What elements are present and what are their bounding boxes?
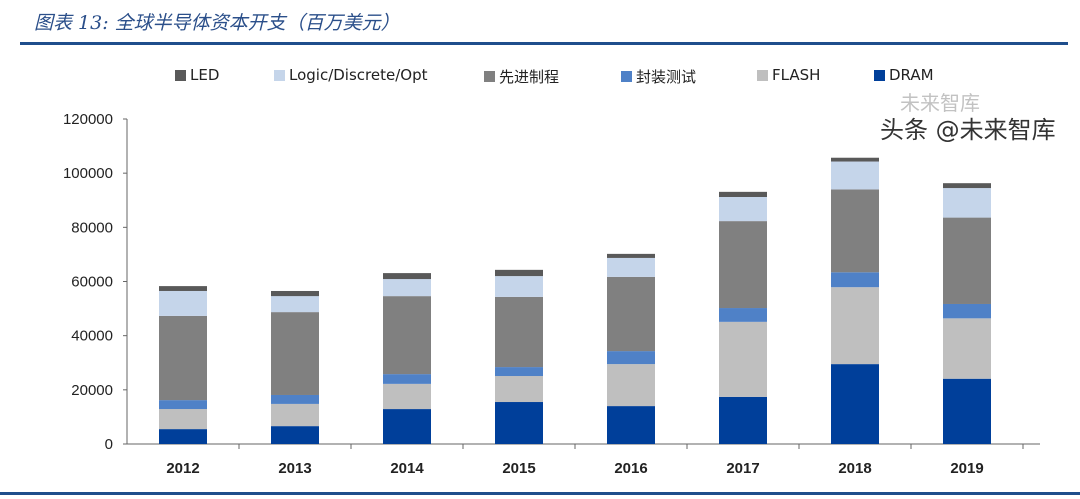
legend: LED Logic/Discrete/Opt 先进制程 封装测试 FLASH DRAM: [0, 66, 1080, 88]
y-tick-label: 100000: [63, 165, 113, 182]
bar-先进制程-2016: [607, 276, 655, 352]
legend-label: Logic/Discrete/Opt: [289, 66, 428, 84]
bar-Logic/Discrete/Opt-2018: [831, 161, 879, 190]
bar-封装测试-2018: [831, 272, 879, 288]
bar-封装测试-2014: [383, 374, 431, 384]
bar-封装测试-2013: [271, 394, 319, 404]
bar-FLASH-2013: [271, 403, 319, 427]
bar-Logic/Discrete/Opt-2013: [271, 296, 319, 313]
legend-item: LED: [175, 66, 219, 84]
bar-DRAM-2014: [383, 409, 431, 444]
legend-swatch: [757, 69, 768, 81]
y-tick-label: 120000: [63, 111, 113, 128]
x-tick-label: 2017: [726, 460, 759, 477]
y-tick-label: 60000: [71, 274, 113, 291]
legend-item: 封装测试: [621, 66, 696, 87]
bar-先进制程-2013: [271, 312, 319, 395]
title-divider: [20, 42, 1068, 45]
bar-LED-2013: [271, 290, 319, 297]
legend-label: LED: [190, 66, 220, 84]
bar-DRAM-2013: [271, 426, 319, 444]
legend-item: FLASH: [757, 66, 820, 84]
x-tick-label: 2018: [838, 460, 871, 477]
legend-swatch: [874, 69, 885, 81]
x-tick-label: 2013: [278, 460, 311, 477]
bar-FLASH-2012: [159, 409, 207, 430]
y-tick-label: 80000: [71, 219, 113, 236]
bar-Logic/Discrete/Opt-2015: [495, 276, 543, 297]
bar-封装测试-2019: [943, 303, 991, 319]
x-tick-label: 2016: [614, 460, 647, 477]
bar-先进制程-2018: [831, 189, 879, 273]
bar-FLASH-2019: [943, 318, 991, 379]
legend-swatch: [175, 69, 186, 81]
bar-Logic/Discrete/Opt-2016: [607, 257, 655, 277]
bar-封装测试-2016: [607, 351, 655, 365]
legend-label: FLASH: [772, 66, 821, 84]
bar-LED-2018: [831, 157, 879, 162]
legend-item: DRAM: [874, 66, 934, 84]
x-tick-label: 2014: [390, 460, 424, 477]
legend-label: 先进制程: [499, 68, 560, 86]
legend-swatch: [621, 71, 632, 82]
bar-先进制程-2015: [495, 296, 543, 368]
bar-先进制程-2012: [159, 315, 207, 401]
chart-title: 图表 13: 全球半导体资本开支（百万美元）: [34, 12, 400, 34]
bar-FLASH-2014: [383, 383, 431, 410]
legend-label: DRAM: [889, 66, 934, 84]
x-tick-label: 2015: [502, 460, 535, 477]
y-tick-label: 40000: [71, 328, 113, 345]
bar-Logic/Discrete/Opt-2017: [719, 197, 767, 222]
bar-LED-2014: [383, 273, 431, 280]
legend-item: Logic/Discrete/Opt: [274, 66, 427, 84]
bar-DRAM-2016: [607, 406, 655, 444]
bar-FLASH-2016: [607, 364, 655, 407]
bar-先进制程-2017: [719, 221, 767, 309]
bar-封装测试-2015: [495, 367, 543, 377]
watermark-top: 未来智库: [900, 91, 980, 115]
bar-Logic/Discrete/Opt-2019: [943, 188, 991, 218]
bar-LED-2012: [159, 286, 207, 291]
bar-DRAM-2012: [159, 429, 207, 444]
bar-FLASH-2015: [495, 376, 543, 403]
bar-DRAM-2017: [719, 396, 767, 444]
bar-DRAM-2015: [495, 402, 543, 444]
x-tick-label: 2012: [166, 460, 199, 477]
legend-swatch: [274, 69, 285, 81]
bar-LED-2016: [607, 253, 655, 258]
bar-LED-2015: [495, 269, 543, 277]
y-tick-label: 0: [105, 436, 113, 453]
bar-LED-2019: [943, 183, 991, 189]
bar-先进制程-2019: [943, 217, 991, 304]
legend-label: 封装测试: [636, 68, 697, 86]
bar-FLASH-2018: [831, 287, 879, 365]
bar-封装测试-2017: [719, 308, 767, 322]
bar-LED-2017: [719, 191, 767, 197]
bottom-divider: [0, 492, 1080, 495]
x-tick-label: 2019: [950, 460, 983, 477]
bar-DRAM-2018: [831, 364, 879, 444]
bar-Logic/Discrete/Opt-2012: [159, 290, 207, 316]
y-tick-label: 20000: [71, 382, 113, 399]
bar-封装测试-2012: [159, 400, 207, 410]
bar-先进制程-2014: [383, 296, 431, 375]
bar-Logic/Discrete/Opt-2014: [383, 279, 431, 297]
legend-item: 先进制程: [484, 66, 559, 87]
bar-FLASH-2017: [719, 321, 767, 397]
legend-swatch: [484, 71, 495, 82]
watermark-bottom: 头条 @未来智库: [880, 116, 1056, 144]
bar-DRAM-2019: [943, 378, 991, 444]
